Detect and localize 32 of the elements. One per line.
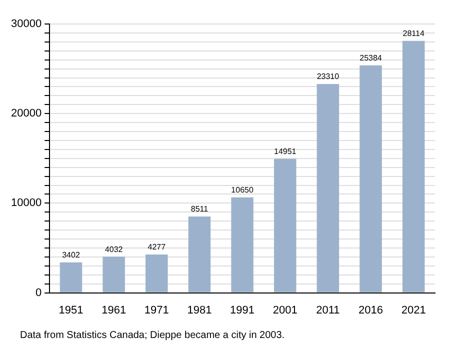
- y-tick-label: 0: [35, 286, 42, 299]
- bar: [231, 197, 254, 292]
- data-label: 28114: [402, 29, 425, 38]
- x-tick-label: 1961: [102, 304, 126, 316]
- y-tick-label: 10000: [10, 197, 42, 210]
- bar: [316, 84, 340, 292]
- x-tick-label: 2016: [358, 304, 384, 316]
- bar: [102, 256, 125, 292]
- y-tick-label: 20000: [10, 108, 42, 120]
- bar: [188, 216, 211, 292]
- data-label: 4277: [148, 242, 166, 252]
- data-label: 4032: [104, 244, 124, 254]
- x-tick-label: 1951: [58, 304, 84, 316]
- x-tick-label: 2011: [316, 304, 340, 316]
- bar: [360, 65, 382, 292]
- bar: [60, 262, 82, 292]
- data-label: 23310: [316, 72, 340, 82]
- x-tick-label: 2021: [401, 304, 426, 316]
- x-tick-label: 1981: [187, 304, 212, 316]
- bar: [146, 254, 168, 292]
- x-tick-label: 2001: [272, 304, 298, 316]
- data-label: 25384: [360, 54, 382, 63]
- data-label: 8511: [190, 204, 209, 214]
- bar: [274, 158, 296, 292]
- x-tick-label: 1991: [230, 304, 255, 316]
- data-label: 14951: [274, 147, 297, 156]
- x-tick-label: 1971: [144, 304, 169, 316]
- y-tick-label: 30000: [10, 18, 42, 30]
- data-label: 3402: [62, 250, 80, 260]
- text: Data from Statistics Canada; Dieppe became a city in 2003.: [20, 330, 285, 341]
- data-label: 10650: [231, 186, 254, 195]
- bar: [402, 40, 425, 292]
